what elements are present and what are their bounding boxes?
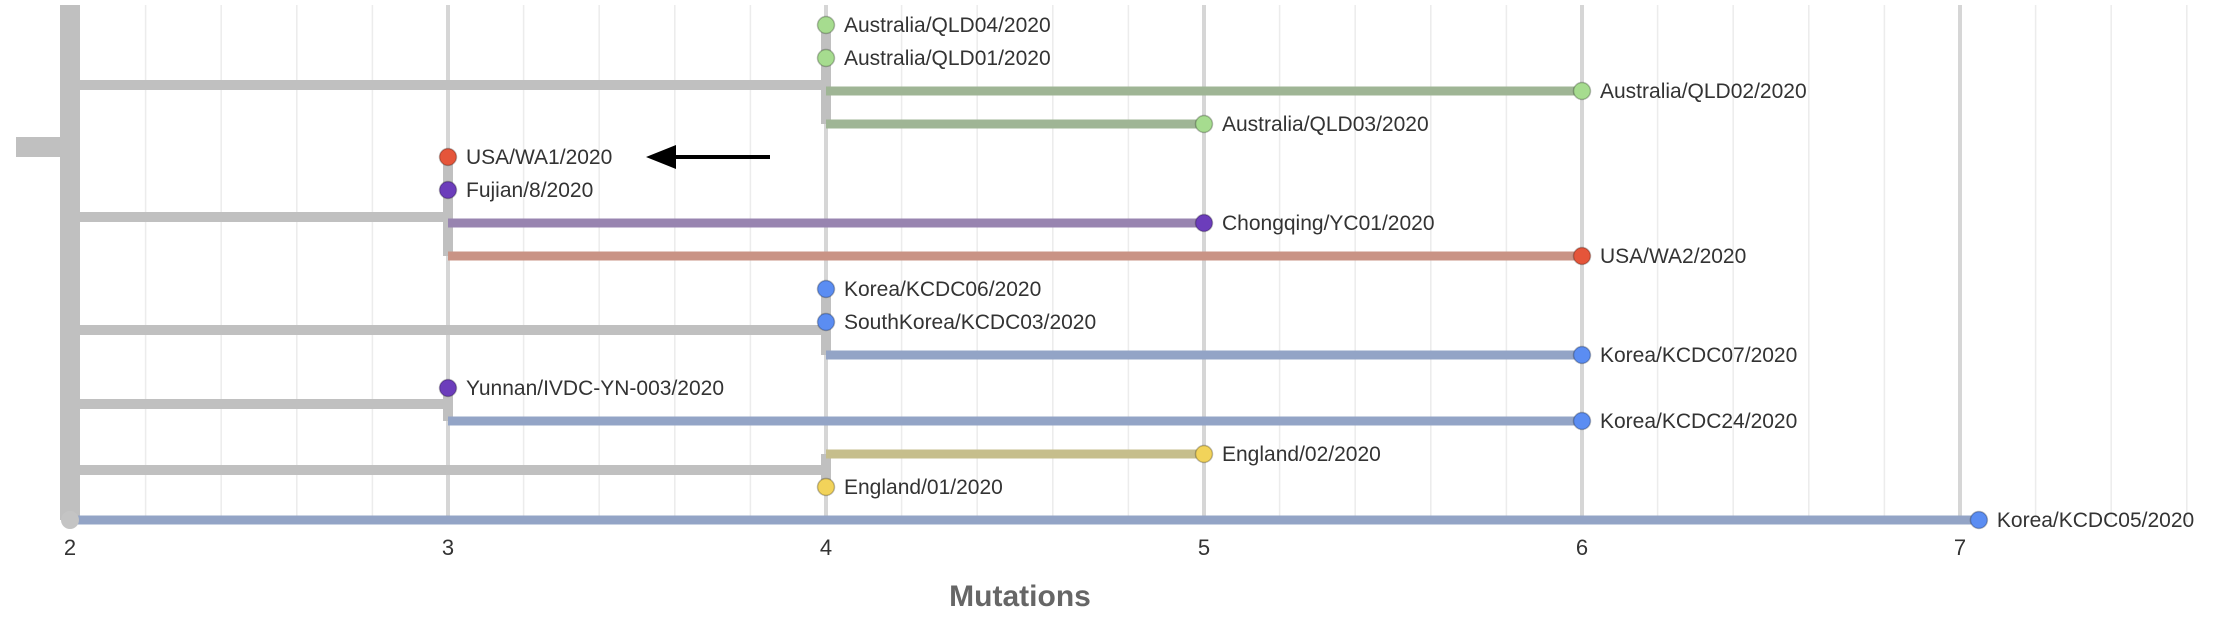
x-tick-label: 2 [64, 535, 76, 560]
tip-node [1572, 345, 1592, 365]
tree-branches [16, 5, 1979, 525]
tip-node [438, 180, 458, 200]
x-tick-label: 7 [1954, 535, 1966, 560]
tip-node [1194, 114, 1214, 134]
x-axis-title: Mutations [949, 580, 1091, 613]
tip-node [1572, 81, 1592, 101]
x-axis: 2 3 4 5 6 7 [64, 535, 1966, 560]
tip-node [1194, 213, 1214, 233]
tip-node [438, 378, 458, 398]
annotation-arrow [646, 145, 770, 169]
tip-label: Korea/KCDC07/2020 [1600, 344, 1797, 367]
tip-label: England/02/2020 [1222, 443, 1381, 466]
arrow-head [646, 145, 676, 169]
tip-node [1194, 444, 1214, 464]
tip-label: Korea/KCDC24/2020 [1600, 410, 1797, 433]
tip-node [816, 312, 836, 332]
x-tick-label: 5 [1198, 535, 1210, 560]
tip-label: England/01/2020 [844, 476, 1003, 499]
tip-label: Korea/KCDC05/2020 [1997, 509, 2194, 532]
x-tick-label: 4 [820, 535, 832, 560]
tip-node [438, 147, 458, 167]
tip-node [816, 15, 836, 35]
tip-nodes: Australia/QLD04/2020 Australia/QLD01/2020… [61, 14, 2194, 532]
tip-label: SouthKorea/KCDC03/2020 [844, 311, 1096, 334]
x-tick-label: 6 [1576, 535, 1588, 560]
root-node [61, 511, 79, 529]
tip-label: Australia/QLD02/2020 [1600, 80, 1807, 103]
tip-label: Yunnan/IVDC-YN-003/2020 [466, 377, 724, 400]
tip-label: Australia/QLD01/2020 [844, 47, 1051, 70]
tip-label: Fujian/8/2020 [466, 179, 593, 202]
tip-node [1572, 411, 1592, 431]
tip-node [816, 279, 836, 299]
tip-label: Korea/KCDC06/2020 [844, 278, 1041, 301]
tip-label: USA/WA1/2020 [466, 146, 612, 169]
tip-label: Australia/QLD04/2020 [844, 14, 1051, 37]
tip-node [816, 48, 836, 68]
tip-label: USA/WA2/2020 [1600, 245, 1746, 268]
tip-node [816, 477, 836, 497]
tip-node [1969, 510, 1989, 530]
tip-label: Chongqing/YC01/2020 [1222, 212, 1435, 235]
x-tick-label: 3 [442, 535, 454, 560]
tip-node [1572, 246, 1592, 266]
tip-label: Australia/QLD03/2020 [1222, 113, 1429, 136]
